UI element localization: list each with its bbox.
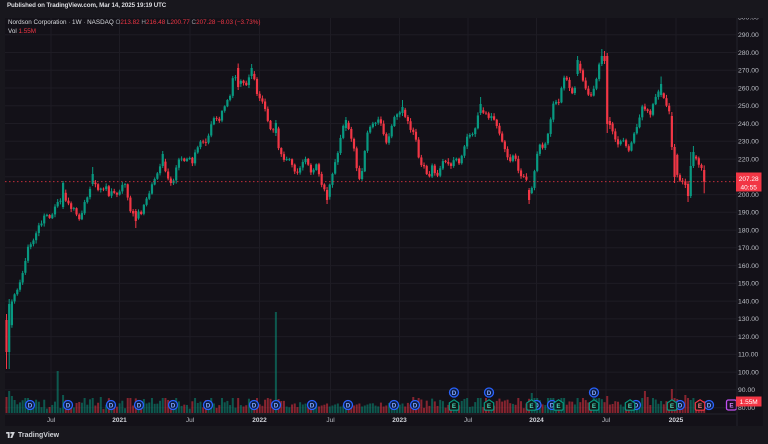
svg-text:140.00: 140.00	[738, 298, 759, 305]
svg-text:D: D	[346, 402, 351, 409]
svg-text:130.00: 130.00	[738, 316, 759, 323]
svg-text:240.00: 240.00	[738, 121, 759, 128]
svg-text:150.00: 150.00	[738, 281, 759, 288]
svg-text:250.00: 250.00	[738, 103, 759, 110]
svg-text:200.00: 200.00	[738, 192, 759, 199]
svg-text:2022: 2022	[252, 417, 267, 424]
svg-text:D: D	[592, 390, 597, 397]
svg-text:207.28: 207.28	[739, 176, 759, 183]
svg-text:120.00: 120.00	[738, 334, 759, 341]
svg-text:2021: 2021	[112, 417, 127, 424]
svg-text:D: D	[66, 402, 71, 409]
svg-text:D: D	[550, 402, 555, 409]
svg-text:170.00: 170.00	[738, 245, 759, 252]
svg-text:D: D	[392, 402, 397, 409]
svg-text:D: D	[413, 402, 418, 409]
svg-text:90.00: 90.00	[738, 387, 755, 394]
svg-text:Jul: Jul	[602, 417, 611, 424]
svg-text:230.00: 230.00	[738, 139, 759, 146]
svg-text:Nordson Corporation · 1W · NAS: Nordson Corporation · 1W · NASDAQ O213.8…	[8, 19, 261, 26]
svg-text:260.00: 260.00	[738, 85, 759, 92]
svg-text:E: E	[452, 403, 456, 410]
svg-text:D: D	[634, 402, 639, 409]
svg-text:D: D	[274, 402, 279, 409]
svg-text:E: E	[556, 403, 560, 410]
svg-text:E: E	[529, 403, 533, 410]
svg-text:E: E	[487, 403, 491, 410]
svg-text:D: D	[137, 402, 142, 409]
svg-text:E: E	[729, 402, 733, 409]
svg-text:D: D	[487, 390, 492, 397]
svg-text:D: D	[452, 390, 457, 397]
svg-text:2024: 2024	[529, 417, 544, 424]
svg-text:E: E	[670, 403, 674, 410]
svg-text:D: D	[206, 402, 211, 409]
svg-text:D: D	[109, 402, 114, 409]
svg-text:D: D	[678, 402, 683, 409]
svg-text:180.00: 180.00	[738, 227, 759, 234]
svg-text:290.00: 290.00	[738, 32, 759, 39]
svg-text:300.00: 300.00	[738, 18, 759, 21]
svg-text:110.00: 110.00	[738, 352, 759, 359]
svg-text:D: D	[707, 402, 712, 409]
svg-text:Jul: Jul	[186, 417, 195, 424]
svg-text:Jul: Jul	[464, 417, 473, 424]
svg-text:Jul: Jul	[47, 417, 56, 424]
svg-text:D: D	[252, 402, 257, 409]
svg-text:E: E	[592, 403, 596, 410]
svg-text:2023: 2023	[392, 417, 407, 424]
svg-text:Jul: Jul	[326, 417, 335, 424]
svg-text:160.00: 160.00	[738, 263, 759, 270]
svg-text:D: D	[171, 402, 176, 409]
svg-text:D: D	[28, 402, 33, 409]
svg-text:100.00: 100.00	[738, 369, 759, 376]
svg-text:Vol 1.55M: Vol 1.55M	[8, 28, 36, 35]
svg-text:40:55: 40:55	[741, 185, 758, 192]
svg-text:2025: 2025	[669, 417, 684, 424]
svg-text:220.00: 220.00	[738, 156, 759, 163]
svg-text:190.00: 190.00	[738, 210, 759, 217]
svg-text:E: E	[698, 403, 702, 410]
svg-text:1.55M: 1.55M	[740, 399, 758, 406]
svg-text:280.00: 280.00	[738, 50, 759, 57]
svg-text:E: E	[628, 403, 632, 410]
svg-text:80.00: 80.00	[738, 405, 755, 412]
svg-text:270.00: 270.00	[738, 68, 759, 75]
svg-text:D: D	[310, 402, 315, 409]
